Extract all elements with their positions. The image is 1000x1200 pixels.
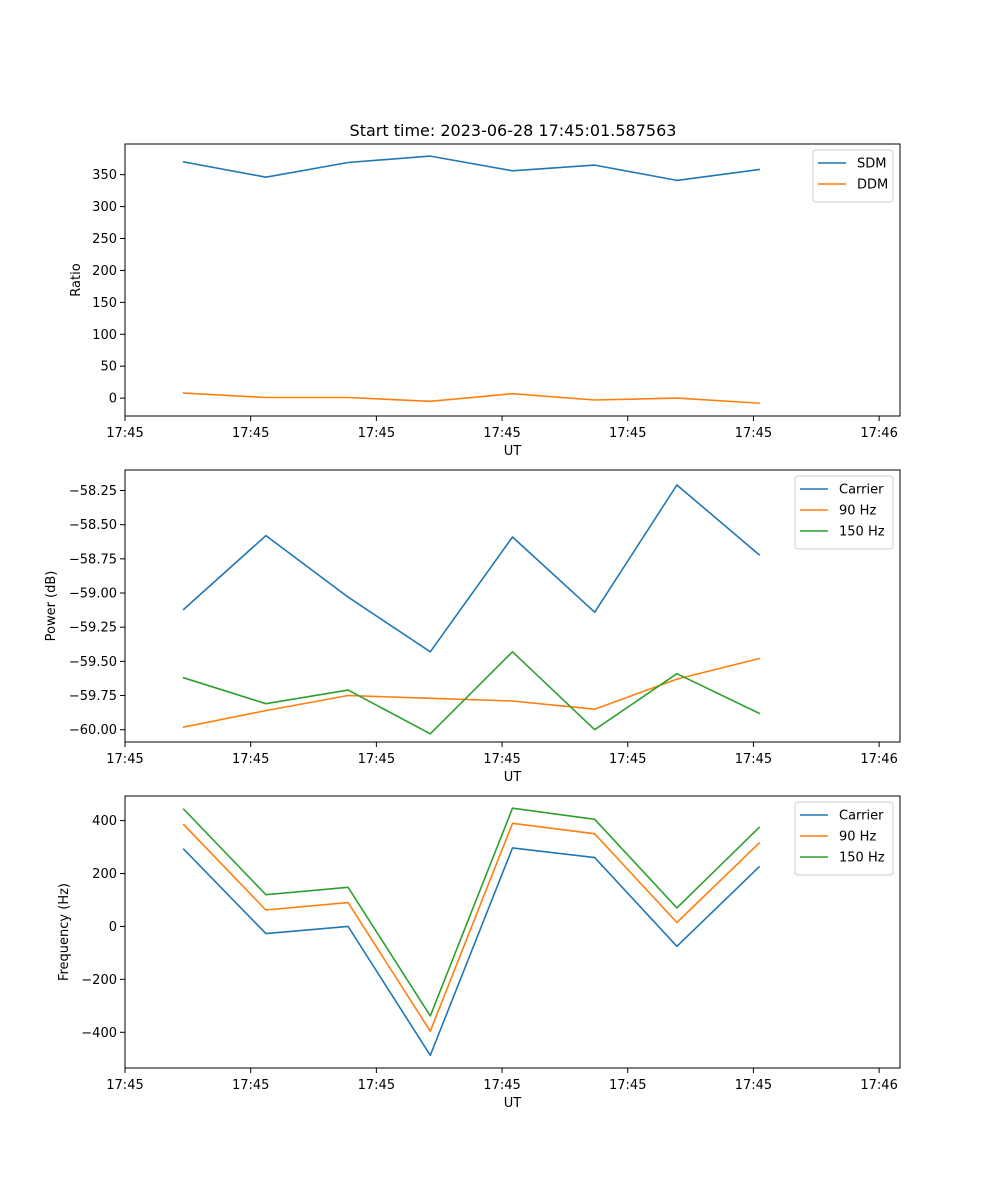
y-tick-label: −59.50 <box>69 655 117 670</box>
axes-frame <box>124 143 901 417</box>
series-line-150-hz <box>182 650 761 735</box>
y-tick-label: −59.25 <box>69 621 117 636</box>
y-tick-label: 200 <box>92 264 117 279</box>
x-tick-label: 17:45 <box>735 426 772 441</box>
chart-panel-2: 17:45 17:45 17:45 17:45 17:45 17:45 17:46 −60.0… <box>44 469 901 785</box>
legend-label: 150 Hz <box>839 525 885 540</box>
series-line-sdm <box>182 155 760 182</box>
x-tick-label: 17:45 <box>106 752 143 767</box>
x-axis-label: UT <box>504 770 522 785</box>
legend-label: SDM <box>857 157 886 172</box>
y-tick-label: −60.00 <box>69 723 117 738</box>
y-tick-label: −59.75 <box>69 689 117 704</box>
x-axis-label: UT <box>504 444 522 459</box>
legend-label: Carrier <box>839 809 884 824</box>
x-tick-label: 17:45 <box>735 752 772 767</box>
x-tick-label: 17:45 <box>609 426 646 441</box>
series-line-carrier <box>182 847 761 1057</box>
x-tick-label: 17:45 <box>483 426 520 441</box>
legend-label: 90 Hz <box>839 830 876 845</box>
y-tick-label: −400 <box>81 1026 117 1041</box>
y-axis-label: Frequency (Hz) <box>57 883 72 981</box>
legend-label: 150 Hz <box>839 851 885 866</box>
y-tick-label: 50 <box>100 360 117 375</box>
x-tick-label: 17:46 <box>860 1078 897 1093</box>
y-tick-label: 0 <box>109 920 117 935</box>
x-tick-label: 17:45 <box>358 426 395 441</box>
legend-label: DDM <box>857 178 888 193</box>
y-tick-label: 150 <box>92 296 117 311</box>
y-tick-label: −58.75 <box>69 552 117 567</box>
panels: 17:45 17:45 17:45 17:45 17:45 17:45 17:46 0 50 10… <box>44 143 901 1111</box>
y-tick-label: −58.25 <box>69 484 117 499</box>
y-tick-label: 200 <box>92 867 117 882</box>
legend: Carrier 90 Hz 150 Hz <box>794 801 894 876</box>
legend: Carrier 90 Hz 150 Hz <box>794 475 894 550</box>
series-line-ddm <box>182 392 760 405</box>
x-tick-label: 17:45 <box>609 752 646 767</box>
x-tick-label: 17:46 <box>860 752 897 767</box>
series-line-150-hz <box>182 807 761 1017</box>
x-tick-label: 17:45 <box>358 1078 395 1093</box>
x-tick-label: 17:45 <box>106 1078 143 1093</box>
y-tick-label: 350 <box>92 168 117 183</box>
legend-label: 90 Hz <box>839 504 876 519</box>
x-tick-label: 17:45 <box>106 426 143 441</box>
legend: SDM DDM <box>812 149 894 203</box>
x-tick-label: 17:45 <box>232 752 269 767</box>
y-tick-label: 300 <box>92 200 117 215</box>
x-tick-label: 17:45 <box>735 1078 772 1093</box>
y-axis-label: Power (dB) <box>44 571 59 642</box>
series-line-90-hz <box>182 822 761 1032</box>
y-tick-label: 0 <box>109 392 117 407</box>
y-tick-label: 100 <box>92 328 117 343</box>
x-tick-label: 17:45 <box>483 1078 520 1093</box>
x-tick-label: 17:46 <box>860 426 897 441</box>
axes-frame <box>124 469 901 743</box>
x-tick-label: 17:45 <box>609 1078 646 1093</box>
figure-title: Start time: 2023-06-28 17:45:01.587563 <box>350 121 677 140</box>
chart-panel-1: 17:45 17:45 17:45 17:45 17:45 17:45 17:46 0 50 10… <box>69 143 901 459</box>
x-tick-label: 17:45 <box>358 752 395 767</box>
y-axis-label: Ratio <box>69 263 84 296</box>
series-line-90-hz <box>182 657 761 728</box>
x-axis-label: UT <box>504 1096 522 1111</box>
chart-panel-3: 17:45 17:45 17:45 17:45 17:45 17:45 17:46 −400 −… <box>57 795 901 1111</box>
y-tick-label: −200 <box>81 973 117 988</box>
x-tick-label: 17:45 <box>232 1078 269 1093</box>
y-tick-label: 400 <box>92 814 117 829</box>
x-tick-label: 17:45 <box>483 752 520 767</box>
y-tick-label: 250 <box>92 232 117 247</box>
legend-label: Carrier <box>839 483 884 498</box>
y-tick-label: −59.00 <box>69 587 117 602</box>
y-tick-label: −58.50 <box>69 518 117 533</box>
series-line-carrier <box>182 484 761 653</box>
x-tick-label: 17:45 <box>232 426 269 441</box>
axes-frame <box>124 795 901 1069</box>
